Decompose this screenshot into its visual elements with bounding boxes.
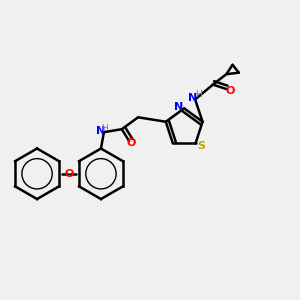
Text: O: O — [64, 169, 74, 179]
Text: O: O — [225, 85, 235, 95]
Text: H: H — [101, 124, 108, 133]
Text: H: H — [195, 91, 202, 100]
Text: N: N — [96, 126, 105, 136]
Text: N: N — [188, 93, 197, 103]
Text: O: O — [127, 138, 136, 148]
Text: S: S — [197, 141, 205, 151]
Text: N: N — [174, 102, 184, 112]
